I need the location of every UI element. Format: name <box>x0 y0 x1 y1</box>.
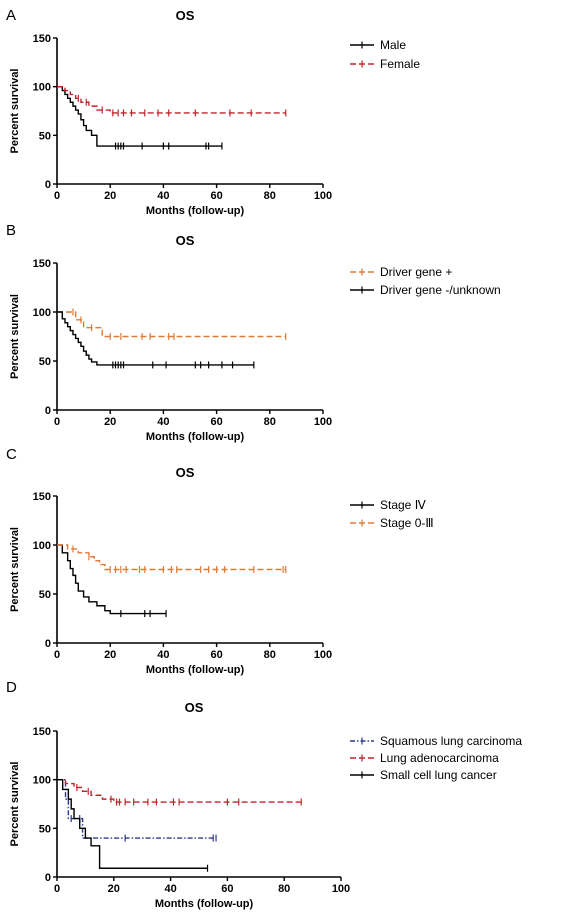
y-tick-label: 50 <box>39 589 51 601</box>
y-tick-label: 150 <box>33 726 51 738</box>
legend-label: Driver gene + <box>380 265 452 279</box>
y-tick-label: 0 <box>45 179 51 191</box>
legend-entry: Driver gene -/unknown <box>350 283 501 297</box>
series-female <box>57 85 287 117</box>
series-small-cell-lung-cancer <box>57 778 209 872</box>
y-tick-label: 100 <box>33 775 51 787</box>
x-axis-label: Months (follow-up) <box>146 431 245 443</box>
x-tick-label: 60 <box>210 416 222 428</box>
x-axis-label: Months (follow-up) <box>155 898 254 910</box>
x-tick-label: 40 <box>164 883 176 895</box>
x-tick-label: 100 <box>314 649 332 661</box>
legend-label: Driver gene -/unknown <box>380 283 501 297</box>
y-tick-label: 50 <box>39 130 51 142</box>
y-axis-label: Percent survival <box>9 527 21 612</box>
x-tick-label: 20 <box>104 416 116 428</box>
legend-entry: Stage 0-Ⅲ <box>350 516 434 530</box>
series-driver-gene <box>57 308 287 340</box>
x-tick-label: 0 <box>54 190 60 202</box>
legend-label: Squamous lung carcinoma <box>380 734 522 748</box>
chart-panel-c: C OS 0 50 100 150 0 20 40 60 80 100 Months (follow-u… <box>6 446 434 676</box>
chart-title: OS <box>176 8 195 23</box>
x-tick-label: 80 <box>264 190 276 202</box>
y-axis-label: Percent survival <box>9 69 21 154</box>
x-tick-label: 20 <box>104 190 116 202</box>
survival-curve <box>57 544 167 615</box>
y-tick-label: 50 <box>39 823 51 835</box>
x-tick-label: 20 <box>104 649 116 661</box>
legend-label: Lung adenocarcinoma <box>380 751 499 765</box>
legend-entry: Stage Ⅳ <box>350 498 426 512</box>
chart-panel-a: A OS 0 50 100 150 0 20 40 60 80 100 Months (follow-u… <box>6 7 420 217</box>
series-stage-0 <box>57 544 287 573</box>
legend-entry: Squamous lung carcinoma <box>350 734 522 748</box>
survival-curve <box>57 311 254 366</box>
y-tick-label: 0 <box>45 638 51 650</box>
x-axis-label: Months (follow-up) <box>146 664 245 676</box>
series-stage <box>57 544 167 618</box>
chart-title: OS <box>185 700 204 715</box>
y-tick-label: 150 <box>33 33 51 45</box>
legend-label: Male <box>380 38 406 52</box>
y-tick-label: 100 <box>33 307 51 319</box>
panel-letter: C <box>6 446 17 463</box>
x-tick-label: 80 <box>278 883 290 895</box>
panel-letter: B <box>6 222 16 239</box>
x-tick-label: 40 <box>157 416 169 428</box>
legend-entry: Male <box>350 38 406 52</box>
survival-curve <box>57 85 286 114</box>
survival-curve <box>57 85 222 147</box>
legend-label: Stage Ⅳ <box>380 498 426 512</box>
chart-title: OS <box>176 233 195 248</box>
x-tick-label: 100 <box>332 883 350 895</box>
y-tick-label: 0 <box>45 872 51 884</box>
legend-label: Small cell lung cancer <box>380 768 497 782</box>
survival-curve <box>57 778 208 869</box>
series-squamous-lung-carcinoma <box>57 778 217 842</box>
x-tick-label: 0 <box>54 416 60 428</box>
legend-entry: Lung adenocarcinoma <box>350 751 499 765</box>
x-tick-label: 0 <box>54 883 60 895</box>
x-tick-label: 60 <box>221 883 233 895</box>
x-tick-label: 100 <box>314 416 332 428</box>
y-tick-label: 100 <box>33 540 51 552</box>
survival-curve <box>57 544 286 571</box>
chart-title: OS <box>176 465 195 480</box>
x-tick-label: 60 <box>210 190 222 202</box>
survival-curve <box>57 778 302 803</box>
x-tick-label: 40 <box>157 649 169 661</box>
survival-curve <box>57 778 217 839</box>
y-axis-label: Percent survival <box>9 294 21 379</box>
panel-letter: D <box>6 679 17 696</box>
x-tick-label: 0 <box>54 649 60 661</box>
legend-entry: Small cell lung cancer <box>350 768 497 782</box>
chart-panel-d: D OS 0 50 100 150 0 20 40 60 80 100 Months (follow-u… <box>6 679 522 910</box>
x-tick-label: 80 <box>264 416 276 428</box>
chart-panel-b: B OS 0 50 100 150 0 20 40 60 80 100 Months (follow-u… <box>6 222 501 443</box>
x-tick-label: 100 <box>314 190 332 202</box>
x-tick-label: 60 <box>210 649 222 661</box>
x-tick-label: 20 <box>108 883 120 895</box>
series-lung-adenocarcinoma <box>57 778 302 806</box>
x-tick-label: 80 <box>264 649 276 661</box>
y-axis-label: Percent survival <box>9 762 21 847</box>
survival-curve <box>57 311 286 338</box>
legend-label: Stage 0-Ⅲ <box>380 516 434 530</box>
legend-entry: Female <box>350 57 420 71</box>
y-tick-label: 0 <box>45 405 51 417</box>
y-tick-label: 150 <box>33 491 51 503</box>
series-driver-gene-unknown <box>57 311 255 369</box>
y-tick-label: 50 <box>39 356 51 368</box>
panel-letter: A <box>6 7 16 24</box>
legend-entry: Driver gene + <box>350 265 452 279</box>
x-axis-label: Months (follow-up) <box>146 205 245 217</box>
y-tick-label: 150 <box>33 258 51 270</box>
x-tick-label: 40 <box>157 190 169 202</box>
legend-label: Female <box>380 57 420 71</box>
series-male <box>57 85 223 150</box>
y-tick-label: 100 <box>33 82 51 94</box>
